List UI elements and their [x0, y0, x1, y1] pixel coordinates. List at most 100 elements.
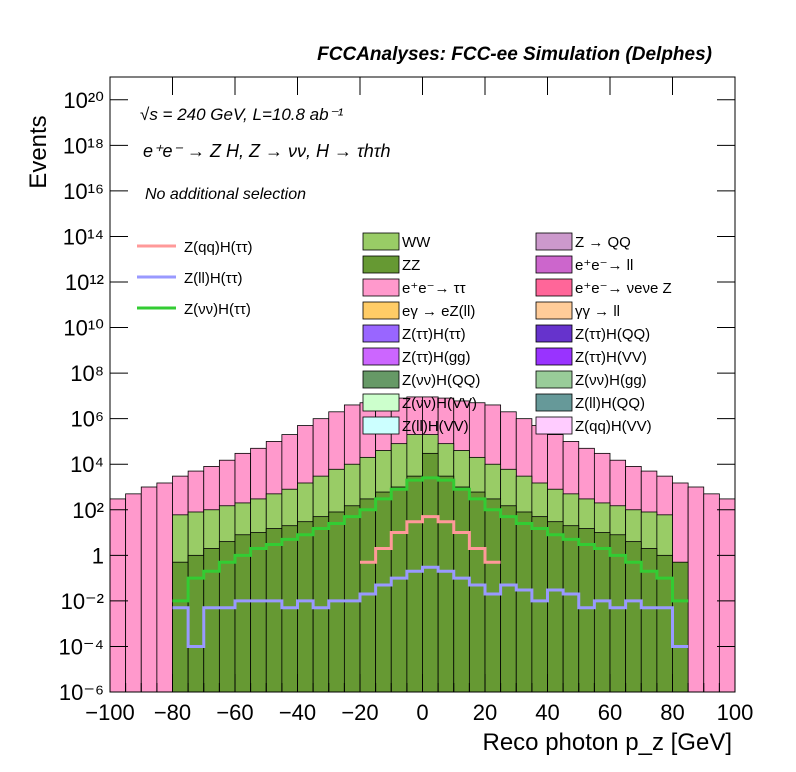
legend-fill-label: Z(ll)H(QQ): [575, 395, 645, 412]
legend-fill-swatch: [535, 301, 573, 320]
legend-fill-label: eγ → eZ(ll): [402, 303, 475, 320]
x-tick-label: 0: [416, 700, 428, 725]
histogram-bin: [125, 493, 142, 693]
step-line: [172, 565, 689, 648]
histogram-bin: [578, 528, 595, 693]
y-tick-label: 10²: [72, 498, 104, 523]
histogram-bin: [687, 486, 705, 693]
histogram-bin: [234, 534, 252, 693]
histogram-bin: [656, 554, 673, 693]
legend: Z(qq)H(ττ) Z(ll)H(ττ) Z(νν)H(ττ) WW ZZ e⁺e⁻→ …: [137, 232, 672, 435]
legend-fill-swatch: [535, 232, 573, 251]
legend-fill-swatch: [535, 278, 573, 297]
legend-fill-label: e⁺e⁻→ νeνe Z: [575, 280, 672, 297]
y-tick-label: 10⁴: [70, 452, 104, 477]
legend-fill-label: Z(ττ)H(ττ): [402, 326, 466, 343]
legend-fill-label: ZZ: [402, 257, 420, 274]
histogram-bin: [562, 525, 580, 693]
legend-fill-swatch: [535, 416, 573, 435]
histogram-bin: [609, 534, 627, 693]
y-tick-label: 10⁻⁶: [59, 680, 104, 705]
step-line: [172, 476, 689, 603]
y-tick-label: 10¹⁸: [63, 133, 104, 158]
y-tick-label: 10¹²: [65, 270, 104, 295]
histogram-bin: [531, 516, 548, 693]
legend-fill-swatch: [535, 324, 573, 343]
histogram-bin: [140, 486, 158, 693]
x-tick-label: 20: [473, 700, 497, 725]
y-tick-label: 1: [92, 543, 104, 568]
histogram-bin: [515, 511, 533, 693]
line-series-group: [172, 476, 689, 648]
histogram-bin: [312, 516, 330, 693]
histogram-bin: [375, 491, 392, 693]
axis-ticks: −100 −80 −60 −40 −20 0 20 40 60 80 100 10⁻⁶ 10⁻⁴ 10⁻²…: [58, 77, 753, 725]
legend-fill-swatch: [362, 347, 400, 366]
process-annotation: e⁺e⁻ → Z H, Z → νν, H → τhτh: [143, 141, 391, 161]
x-tick-label: 40: [535, 700, 559, 725]
y-tick-label: 10⁻⁴: [58, 634, 104, 659]
legend-line-label: Z(νν)H(ττ): [184, 301, 251, 318]
histogram-bin: [547, 521, 564, 693]
x-tick-label: 100: [717, 700, 754, 725]
legend-line-label: Z(ll)H(ττ): [184, 270, 243, 287]
legend-fill-swatch: [362, 301, 400, 320]
y-tick-label: 10⁶: [70, 407, 104, 432]
legend-fill-label: Z → QQ: [575, 234, 631, 251]
legend-fill-swatch: [362, 232, 400, 251]
histogram-bin: [109, 498, 127, 693]
legend-fill-label: Z(qq)H(VV): [575, 418, 652, 435]
legend-fill-label: WW: [402, 234, 431, 251]
legend-fill-swatch: [362, 324, 400, 343]
legend-fill-swatch: [362, 416, 400, 435]
histogram-bin: [390, 486, 408, 693]
histogram-bin: [156, 482, 173, 693]
x-tick-label: −100: [85, 700, 135, 725]
legend-fill-label: Z(ll)H(VV): [402, 418, 469, 435]
histogram-bin: [500, 505, 517, 693]
histogram-bin: [437, 475, 455, 693]
legend-fill-label: Z(νν)H(QQ): [402, 372, 480, 389]
x-tick-label: −40: [279, 700, 316, 725]
legend-fill-label: Z(ττ)H(gg): [402, 349, 471, 366]
energy-lumi-annotation: √s = 240 GeV, L=10.8 ab⁻¹: [140, 105, 344, 124]
legend-fill-label: e⁺e⁻→ ll: [575, 257, 633, 274]
x-tick-label: 80: [660, 700, 684, 725]
y-tick-label: 10¹⁴: [63, 224, 104, 249]
histogram-bin: [672, 561, 689, 693]
y-tick-label: 10²⁰: [63, 88, 104, 113]
histogram-bin: [593, 532, 611, 693]
legend-fill-swatch: [535, 347, 573, 366]
histogram-bin: [343, 505, 361, 693]
x-tick-label: −20: [341, 700, 378, 725]
histogram-bin: [422, 452, 439, 693]
histogram-bin: [218, 541, 236, 693]
step-line: [360, 515, 501, 564]
histogram-bin: [718, 498, 736, 693]
histogram-bin: [468, 491, 486, 693]
legend-fill-label: γγ → ll: [575, 303, 620, 320]
legend-fill-label: Z(νν)H(VV): [402, 395, 477, 412]
legend-fill-swatch: [362, 370, 400, 389]
histogram-bin: [625, 541, 642, 693]
legend-fill-swatch: [535, 255, 573, 274]
histogram-bin: [265, 528, 283, 693]
histogram-bin: [406, 475, 423, 693]
legend-fill-swatch: [535, 393, 573, 412]
legend-fill-label: Z(ττ)H(QQ): [575, 326, 650, 343]
legend-fill-label: Z(νν)H(gg): [575, 372, 647, 389]
x-tick-label: 60: [598, 700, 622, 725]
x-tick-label: −80: [154, 700, 191, 725]
y-tick-label: 10¹⁰: [63, 316, 104, 341]
histogram-bin: [297, 521, 314, 693]
legend-fill-label: e⁺e⁻→ ττ: [402, 280, 466, 297]
legend-fill-swatch: [362, 278, 400, 297]
x-tick-label: −60: [216, 700, 253, 725]
legend-line-label: Z(qq)H(ττ): [184, 239, 253, 256]
y-axis-label: Events: [25, 115, 52, 188]
y-tick-label: 10⁻²: [61, 589, 104, 614]
legend-fill-label: Z(ττ)H(VV): [575, 349, 647, 366]
y-tick-label: 10¹⁶: [63, 179, 104, 204]
legend-fill-swatch: [362, 393, 400, 412]
